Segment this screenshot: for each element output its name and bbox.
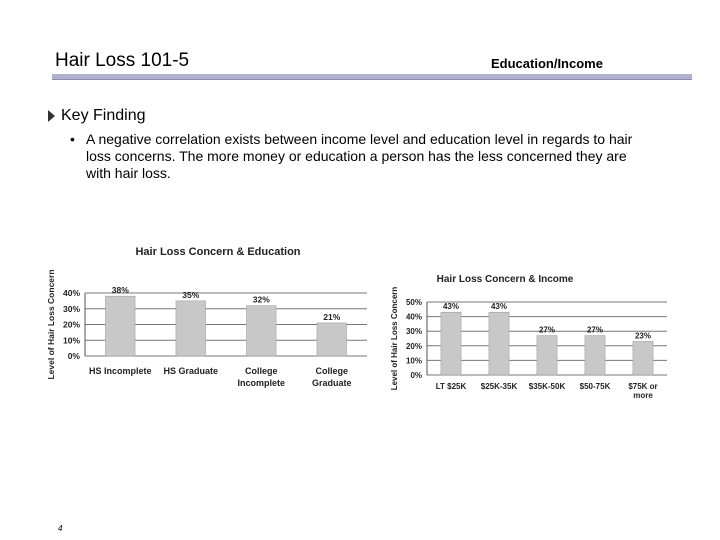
section-label: Education/Income <box>491 56 603 71</box>
chart-title: Hair Loss Concern & Education <box>135 246 300 258</box>
x-category-label: HS Graduate <box>163 366 218 376</box>
bar <box>488 311 510 376</box>
data-label: 35% <box>182 290 199 300</box>
y-tick-label: 10% <box>406 356 422 365</box>
x-category-label: Incomplete <box>237 378 285 388</box>
y-tick-label: 10% <box>63 335 80 345</box>
y-tick-label: 0% <box>410 371 422 380</box>
page-title: Hair Loss 101-5 <box>55 50 190 71</box>
x-category-label: LT $25K <box>436 382 467 391</box>
y-axis-title: Level of Hair Loss Concern <box>46 269 56 379</box>
x-category-label: $75K or <box>628 382 657 391</box>
data-label: 32% <box>253 295 270 305</box>
data-label: 43% <box>443 302 459 311</box>
chart-title: Hair Loss Concern & Income <box>437 274 574 285</box>
bar <box>632 341 654 376</box>
y-tick-label: 30% <box>406 327 422 336</box>
bar <box>440 311 462 376</box>
y-tick-label: 0% <box>68 351 81 361</box>
key-finding-heading: Key Finding <box>48 107 146 125</box>
x-category-label: $25K-35K <box>481 382 518 391</box>
data-label: 27% <box>539 326 555 335</box>
page-number: 4 <box>58 524 63 533</box>
bar <box>105 295 136 357</box>
triangle-bullet-icon <box>48 110 55 122</box>
bar <box>584 335 606 376</box>
key-finding-label: Key Finding <box>61 107 146 124</box>
bullet-dot-icon: • <box>70 131 75 147</box>
x-category-label: Graduate <box>312 378 352 388</box>
bar <box>175 300 206 357</box>
data-label: 43% <box>491 302 507 311</box>
chart-education: Hair Loss Concern & Education Level of Ha… <box>46 246 367 388</box>
x-category-label: $50-75K <box>580 382 611 391</box>
data-label: 27% <box>587 326 603 335</box>
y-tick-label: 40% <box>406 313 422 322</box>
x-category-label: more <box>633 391 653 400</box>
header-divider <box>52 74 692 80</box>
y-tick-label: 50% <box>406 298 422 307</box>
x-category-label: College <box>245 366 278 376</box>
y-axis-title: Level of Hair Loss Concern <box>390 287 399 391</box>
bar <box>246 305 277 357</box>
finding-bullet: • A negative correlation exists between … <box>70 131 650 182</box>
data-label: 38% <box>112 285 129 295</box>
x-category-label: HS Incomplete <box>89 366 152 376</box>
x-category-label: $35K-50K <box>529 382 566 391</box>
y-tick-label: 40% <box>63 288 80 298</box>
x-category-label: College <box>315 366 348 376</box>
bar <box>316 322 347 357</box>
data-label: 23% <box>635 331 651 340</box>
y-tick-label: 20% <box>63 320 80 330</box>
y-tick-label: 20% <box>406 342 422 351</box>
data-label: 21% <box>323 312 340 322</box>
bar <box>536 335 558 376</box>
y-tick-label: 30% <box>63 304 80 314</box>
finding-bullet-text: A negative correlation exists between in… <box>86 131 633 181</box>
chart-income: Hair Loss Concern & Income Level of Hair … <box>390 274 667 400</box>
